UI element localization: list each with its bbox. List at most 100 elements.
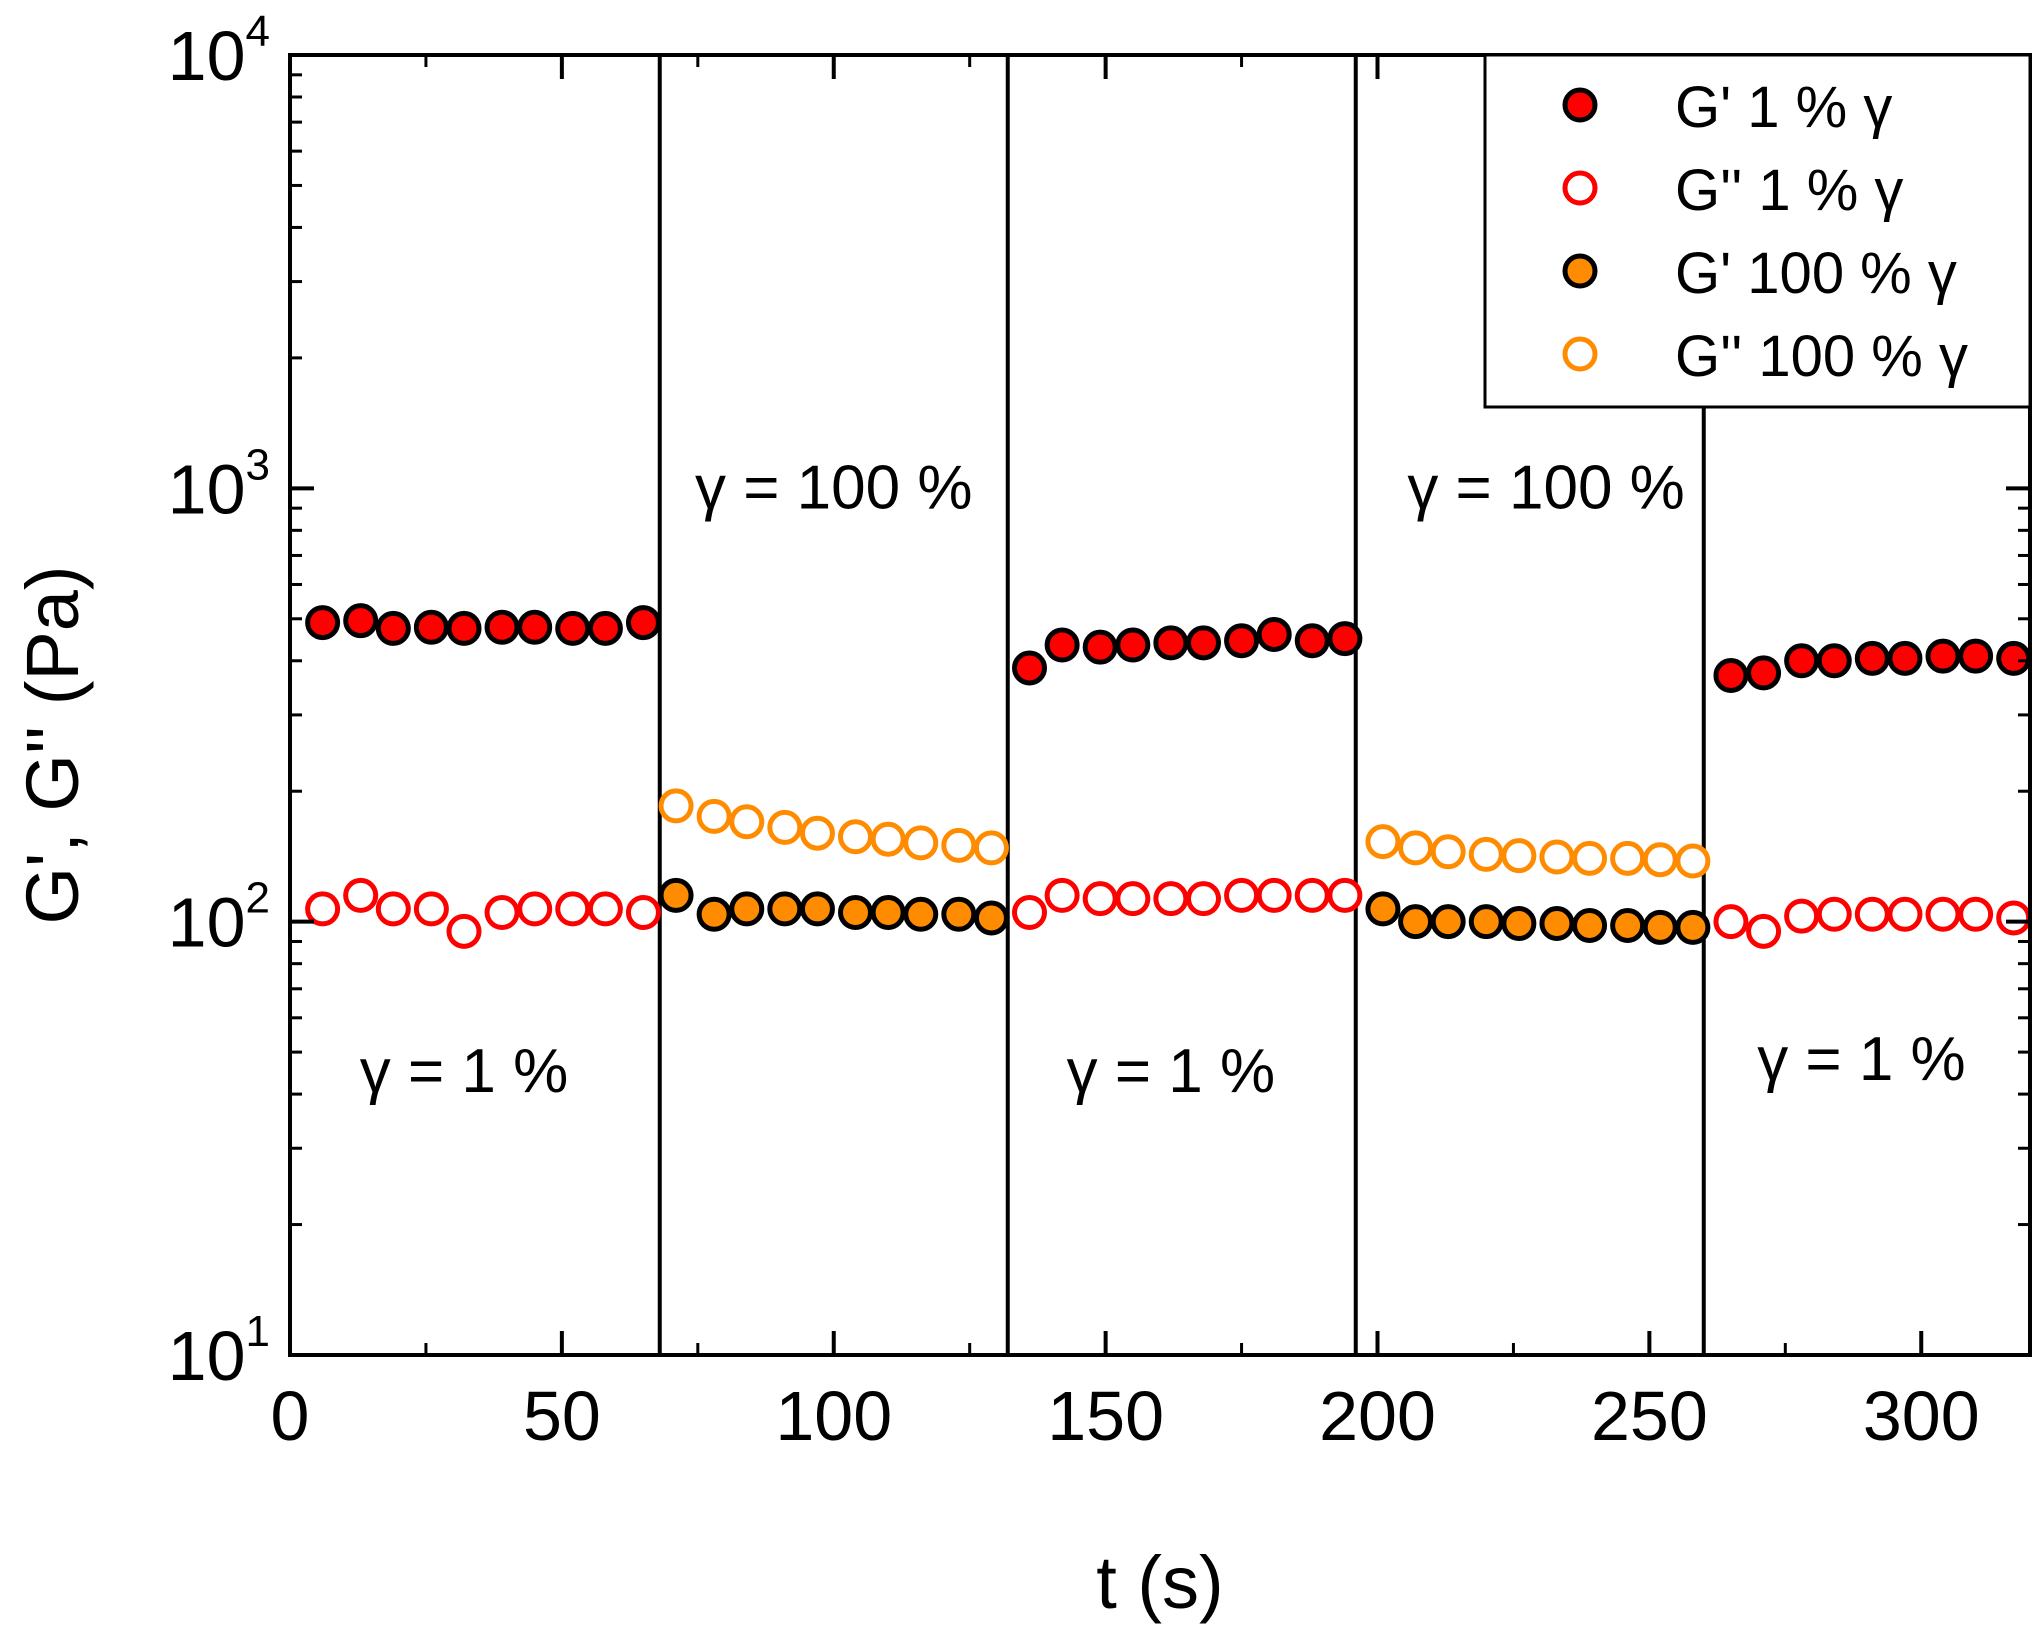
data-point: [1887, 640, 1923, 676]
data-point: [1958, 638, 1994, 674]
data-point: [587, 891, 623, 927]
data-point: [1996, 640, 2032, 676]
data-series: [305, 603, 2032, 949]
data-point: [1398, 830, 1434, 866]
data-point: [446, 610, 482, 646]
data-point: [1115, 881, 1151, 917]
data-point: [1327, 877, 1363, 913]
data-point: [1887, 896, 1923, 932]
data-point: [1256, 877, 1292, 913]
data-point: [343, 603, 379, 639]
data-point: [305, 605, 341, 641]
data-point: [305, 891, 341, 927]
data-point: [658, 788, 694, 824]
series-4: [658, 788, 1711, 879]
legend-marker: [1562, 253, 1598, 289]
data-point: [1186, 625, 1221, 661]
data-point: [413, 609, 449, 645]
legend: G' 1 % γ G'' 1 % γ G' 100 % γ G'' 100 % γ: [1483, 53, 2032, 409]
data-point: [484, 894, 520, 930]
data-point: [555, 610, 591, 646]
phase-annotation: γ = 100 %: [1407, 453, 1684, 522]
data-point: [870, 821, 906, 857]
data-point: [1365, 824, 1401, 860]
data-point: [870, 894, 906, 930]
data-point: [1675, 843, 1711, 879]
data-point: [446, 913, 482, 949]
data-point: [1256, 616, 1292, 652]
legend-marker: [1562, 170, 1598, 206]
data-point: [1925, 638, 1961, 674]
data-point: [375, 891, 411, 927]
phase-annotation: γ = 1 %: [1067, 1037, 1276, 1106]
series-1: [305, 603, 2032, 693]
data-point: [1224, 623, 1260, 659]
data-point: [1082, 881, 1118, 917]
data-point: [973, 900, 1009, 936]
data-point: [1746, 655, 1782, 691]
x-tick-label: 250: [1591, 1377, 1708, 1455]
data-point: [1430, 904, 1466, 940]
x-tick-label: 50: [523, 1377, 601, 1455]
data-point: [1854, 896, 1890, 932]
data-point: [1044, 627, 1080, 663]
data-point: [1854, 640, 1890, 676]
data-point: [1082, 629, 1118, 665]
x-tick-label: 200: [1319, 1377, 1436, 1455]
data-point: [375, 610, 411, 646]
data-point: [1294, 877, 1330, 913]
data-point: [1572, 840, 1608, 876]
data-point: [1327, 621, 1363, 657]
data-point: [1642, 909, 1678, 945]
data-point: [1365, 891, 1401, 927]
data-point: [973, 830, 1009, 866]
phase-annotation: γ = 1 %: [1757, 1025, 1966, 1094]
data-point: [1642, 842, 1678, 878]
data-point: [838, 894, 873, 930]
series-3: [658, 877, 1711, 945]
data-point: [1713, 657, 1749, 693]
data-point: [729, 804, 765, 840]
data-point: [1784, 898, 1820, 934]
data-point: [517, 609, 553, 645]
data-point: [1958, 896, 1994, 932]
legend-label: G'' 100 % γ: [1675, 324, 1968, 389]
annotations: γ = 1 % γ = 100 % γ = 1 % γ = 100 % γ = 1 %: [360, 453, 1966, 1106]
data-point: [1675, 909, 1711, 945]
data-point: [343, 877, 379, 913]
data-point: [1294, 623, 1330, 659]
data-point: [799, 815, 835, 851]
data-point: [838, 819, 873, 855]
data-point: [1996, 900, 2032, 936]
data-point: [1713, 904, 1749, 940]
phase-annotation: γ = 100 %: [695, 453, 972, 522]
data-point: [1044, 877, 1080, 913]
x-tick-label: 300: [1863, 1377, 1980, 1455]
y-tick-label: 104: [168, 7, 270, 95]
data-point: [625, 894, 661, 930]
data-point: [1539, 906, 1575, 942]
data-point: [484, 609, 520, 645]
data-point: [767, 809, 803, 845]
data-point: [1012, 650, 1047, 686]
data-point: [1746, 913, 1782, 949]
x-tick-label: 0: [271, 1377, 310, 1455]
data-point: [1610, 840, 1646, 876]
data-point: [658, 877, 694, 913]
data-point: [625, 605, 661, 641]
data-point: [1186, 881, 1221, 917]
legend-label: G' 100 % γ: [1675, 241, 1957, 306]
data-point: [1468, 904, 1504, 940]
data-point: [1816, 896, 1852, 932]
plot-frame: [288, 53, 2032, 1357]
phase-annotation: γ = 1 %: [360, 1037, 569, 1106]
data-point: [1153, 625, 1189, 661]
data-point: [767, 891, 803, 927]
data-point: [729, 891, 765, 927]
data-point: [941, 827, 977, 863]
data-point: [1012, 894, 1047, 930]
data-point: [555, 891, 591, 927]
legend-marker: [1562, 87, 1598, 123]
x-axis-label: t (s): [1096, 1541, 1223, 1624]
